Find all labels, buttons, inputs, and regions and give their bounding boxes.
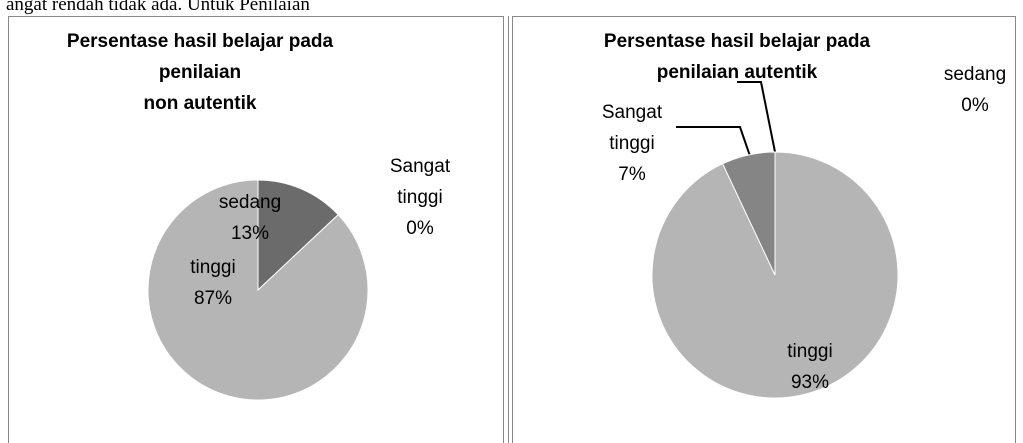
- slice-value-label: 0%: [406, 218, 434, 239]
- slice-value-label: 93%: [791, 372, 829, 393]
- chart-title: non autentik: [144, 93, 257, 114]
- chart-title: Persentase hasil belajar pada: [604, 31, 871, 52]
- slice-label: Sangat tinggi: [602, 102, 663, 154]
- chart-title: penilaian: [159, 62, 241, 83]
- slice-label: Sangat tinggi: [390, 156, 451, 208]
- slice-value-label: 13%: [231, 223, 269, 244]
- slice-value-label: 0%: [961, 95, 989, 116]
- slice-label: tinggi: [190, 257, 235, 278]
- caption: angat rendah tidak ada. Untuk Penilaian: [6, 0, 310, 15]
- chart-title: Persentase hasil belajar pada: [67, 31, 334, 52]
- leader-line: [676, 126, 751, 157]
- slice-label: sedang: [219, 192, 281, 213]
- leader-line: [737, 81, 776, 153]
- label-line: tinggi: [397, 187, 442, 208]
- chart-title: penilaian autentik: [657, 62, 818, 83]
- pie-slice: [721, 151, 776, 276]
- chart-frame: [512, 16, 1016, 443]
- slice-value-label: 7%: [618, 164, 646, 185]
- slice-value-label: 87%: [194, 288, 232, 309]
- chart-frame: [8, 16, 504, 443]
- label-line: Sangat: [390, 156, 451, 177]
- label-line: Sangat: [602, 102, 663, 123]
- pie-slice: [147, 179, 369, 401]
- slice-label: sedang: [944, 64, 1006, 85]
- pie-slice: [257, 179, 339, 292]
- label-line: tinggi: [609, 133, 654, 154]
- slice-label: tinggi: [787, 341, 832, 362]
